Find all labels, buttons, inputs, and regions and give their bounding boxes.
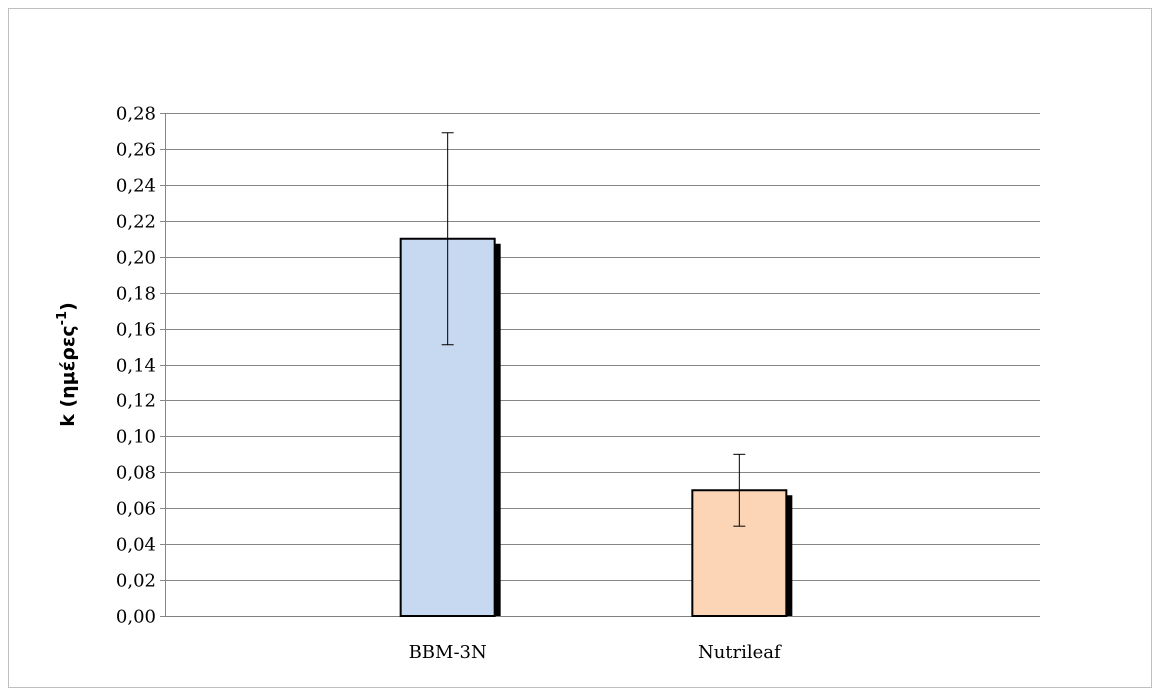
y-tick-label: 0,24 [116,176,156,197]
gridlines [160,113,1040,617]
chart-frame [8,8,1152,688]
y-axis-label-superscript: -1 [55,311,70,325]
y-tick-label: 0,14 [116,356,156,377]
y-tick-label: 0,04 [116,535,156,556]
y-tick-label: 0,08 [116,463,156,484]
error-bars [441,132,746,527]
y-tick-label: 0,06 [116,499,156,520]
y-tick-label: 0,20 [116,248,156,269]
y-tick-label: 0,22 [116,212,156,233]
y-tick-label: 0,12 [116,391,156,412]
y-axis-label-suffix: ) [57,302,79,311]
y-tick-label: 0,28 [116,104,156,125]
x-category-label: BBM-3N [409,642,487,663]
y-tick-label: 0,16 [116,320,156,341]
y-tick-label: 0,10 [116,427,156,448]
x-axis-labels: BBM-3N Nutrileaf [409,642,782,663]
y-tick-label: 0,00 [116,607,156,628]
x-category-label: Nutrileaf [698,642,782,663]
y-axis-label: k (ημέρες-1) [55,302,79,427]
y-tick-label: 0,02 [116,571,156,592]
bars [399,237,793,617]
y-axis-ticks: 0,00 0,02 0,04 0,06 0,08 0,10 0,12 0,14 0,16 0,18… [116,104,156,628]
y-axis-label-main: k (ημέρες [57,325,79,426]
y-tick-label: 0,26 [116,140,156,161]
y-tick-label: 0,18 [116,284,156,305]
